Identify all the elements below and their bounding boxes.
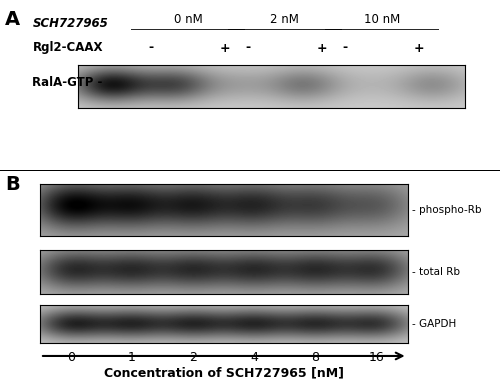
Text: A: A bbox=[5, 10, 20, 28]
Text: 10 nM: 10 nM bbox=[364, 13, 400, 26]
Text: -: - bbox=[342, 41, 347, 55]
Text: 0 nM: 0 nM bbox=[174, 13, 203, 26]
Text: 16: 16 bbox=[369, 351, 384, 364]
Text: +: + bbox=[413, 41, 424, 55]
Text: 2 nM: 2 nM bbox=[270, 13, 299, 26]
Text: SCH727965: SCH727965 bbox=[32, 17, 108, 30]
Text: 8: 8 bbox=[312, 351, 320, 364]
Text: - total Rb: - total Rb bbox=[412, 266, 461, 277]
Text: 4: 4 bbox=[250, 351, 258, 364]
Text: - GAPDH: - GAPDH bbox=[412, 319, 457, 329]
Text: 2: 2 bbox=[189, 351, 197, 364]
Text: 0: 0 bbox=[66, 351, 74, 364]
Text: B: B bbox=[5, 175, 20, 194]
Text: - phospho-Rb: - phospho-Rb bbox=[412, 205, 482, 215]
Text: RalA-GTP -: RalA-GTP - bbox=[32, 76, 103, 89]
Text: Rgl2-CAAX: Rgl2-CAAX bbox=[32, 41, 103, 55]
Text: -: - bbox=[148, 41, 154, 55]
Text: +: + bbox=[220, 41, 230, 55]
Text: -: - bbox=[246, 41, 250, 55]
Text: 1: 1 bbox=[128, 351, 136, 364]
Text: +: + bbox=[316, 41, 327, 55]
Text: Concentration of SCH727965 [nM]: Concentration of SCH727965 [nM] bbox=[104, 366, 344, 379]
